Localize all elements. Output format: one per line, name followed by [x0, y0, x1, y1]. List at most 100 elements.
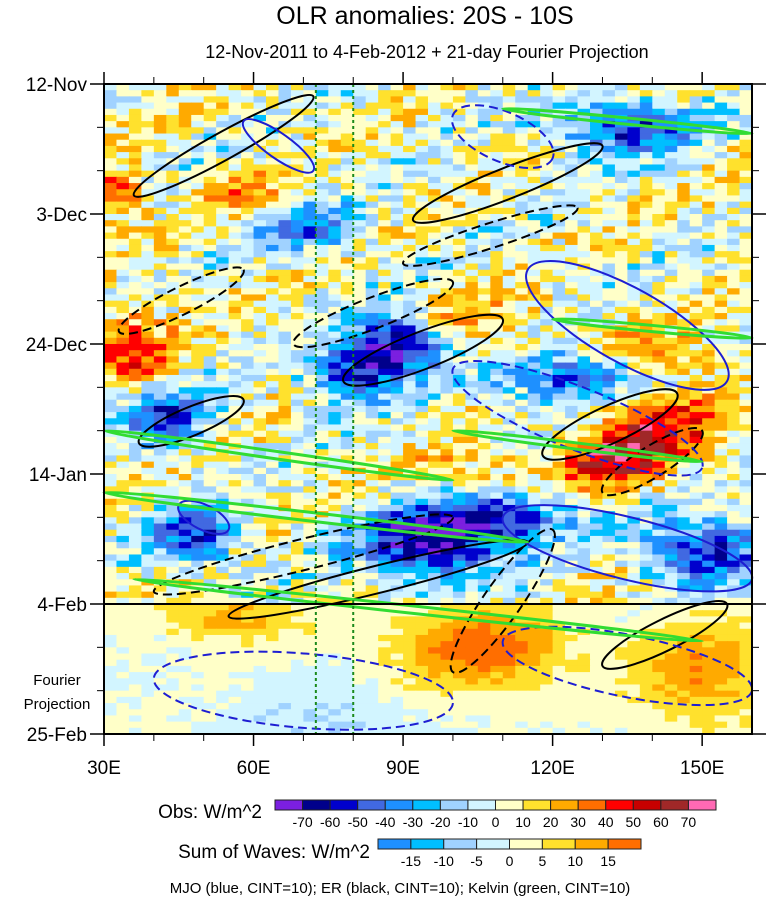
field-cell	[116, 350, 130, 357]
field-cell	[714, 164, 728, 172]
field-cell	[178, 659, 192, 667]
field-cell	[465, 282, 479, 289]
field-cell	[552, 393, 566, 401]
field-cell	[290, 381, 304, 388]
field-cell	[315, 90, 329, 97]
field-cell	[290, 84, 304, 91]
field-cell	[714, 622, 728, 630]
field-cell	[266, 220, 280, 227]
field-cell	[602, 535, 616, 543]
field-cell	[378, 152, 392, 159]
field-cell	[590, 257, 604, 265]
field-cell	[714, 511, 728, 518]
field-cell	[365, 647, 379, 655]
field-cell	[590, 207, 604, 215]
field-cell	[104, 207, 118, 215]
field-cell	[241, 90, 255, 97]
field-cell	[502, 486, 516, 494]
field-cell	[702, 164, 716, 172]
field-cell	[253, 139, 267, 147]
field-cell	[502, 263, 516, 271]
field-cell	[340, 214, 354, 221]
field-cell	[577, 145, 591, 153]
field-cell	[452, 226, 466, 234]
field-cell	[452, 486, 466, 494]
field-cell	[739, 659, 753, 667]
field-cell	[403, 350, 417, 357]
field-cell	[390, 405, 404, 413]
field-cell	[253, 634, 267, 642]
field-cell	[702, 306, 716, 314]
field-cell	[278, 467, 292, 475]
field-cell	[540, 232, 554, 240]
field-cell	[378, 102, 392, 110]
field-cell	[104, 517, 118, 525]
field-cell	[278, 387, 292, 395]
field-cell	[428, 164, 442, 172]
field-cell	[166, 610, 180, 617]
field-cell	[390, 517, 404, 525]
field-cell	[540, 96, 554, 104]
field-cell	[253, 350, 267, 357]
field-cell	[403, 294, 417, 302]
field-cell	[614, 628, 628, 636]
field-cell	[315, 498, 329, 506]
field-cell	[328, 350, 342, 357]
field-cell	[128, 344, 142, 351]
field-cell	[577, 368, 591, 376]
field-cell	[278, 214, 292, 221]
field-cell	[565, 139, 579, 147]
field-cell	[465, 214, 479, 221]
field-cell	[178, 84, 192, 91]
field-cell	[116, 306, 130, 314]
field-cell	[590, 542, 604, 549]
field-cell	[104, 523, 118, 531]
field-cell	[502, 244, 516, 252]
field-cell	[428, 263, 442, 271]
field-cell	[141, 214, 155, 221]
field-cell	[527, 344, 541, 351]
field-cell	[365, 511, 379, 518]
field-cell	[577, 127, 591, 135]
field-cell	[639, 405, 653, 413]
field-cell	[702, 226, 716, 234]
field-cell	[128, 672, 142, 679]
field-cell	[241, 152, 255, 159]
field-cell	[278, 492, 292, 500]
field-cell	[315, 337, 329, 345]
field-cell	[303, 498, 317, 506]
field-cell	[353, 424, 367, 432]
field-cell	[477, 263, 491, 271]
field-cell	[702, 344, 716, 351]
field-cell	[689, 498, 703, 506]
field-cell	[166, 214, 180, 221]
field-cell	[452, 344, 466, 351]
field-cell	[153, 176, 167, 184]
field-cell	[216, 152, 230, 159]
field-cell	[241, 368, 255, 376]
field-cell	[191, 362, 205, 370]
field-cell	[253, 189, 267, 197]
field-cell	[241, 319, 255, 327]
field-cell	[490, 356, 504, 364]
field-cell	[390, 523, 404, 531]
field-cell	[340, 566, 354, 574]
field-cell	[577, 152, 591, 159]
field-cell	[203, 659, 217, 667]
field-cell	[266, 405, 280, 413]
field-cell	[328, 84, 342, 91]
field-cell	[565, 610, 579, 617]
field-cell	[203, 566, 217, 574]
field-cell	[340, 659, 354, 667]
field-cell	[328, 319, 342, 327]
field-cell	[639, 591, 653, 599]
field-cell	[365, 121, 379, 128]
field-cell	[614, 486, 628, 494]
field-cell	[602, 201, 616, 209]
field-cell	[602, 226, 616, 234]
field-cell	[602, 127, 616, 135]
field-cell	[390, 362, 404, 370]
field-cell	[502, 84, 516, 91]
field-cell	[178, 145, 192, 153]
field-cell	[403, 424, 417, 432]
